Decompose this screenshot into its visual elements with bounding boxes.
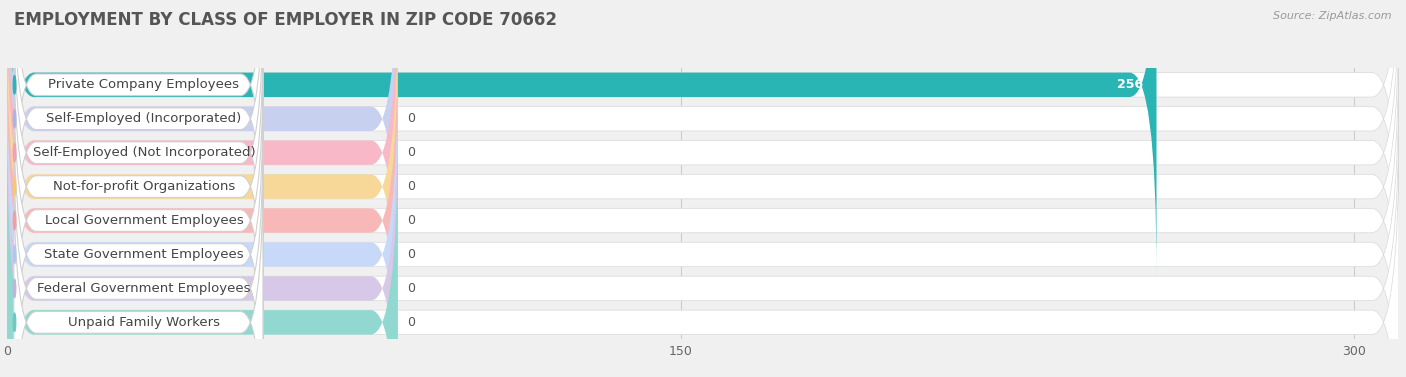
FancyBboxPatch shape — [7, 0, 398, 377]
Text: Federal Government Employees: Federal Government Employees — [37, 282, 250, 295]
Text: Local Government Employees: Local Government Employees — [45, 214, 243, 227]
Text: 0: 0 — [406, 146, 415, 159]
FancyBboxPatch shape — [7, 63, 398, 377]
Text: Not-for-profit Organizations: Not-for-profit Organizations — [53, 180, 235, 193]
Text: State Government Employees: State Government Employees — [44, 248, 243, 261]
FancyBboxPatch shape — [14, 0, 263, 311]
Text: EMPLOYMENT BY CLASS OF EMPLOYER IN ZIP CODE 70662: EMPLOYMENT BY CLASS OF EMPLOYER IN ZIP C… — [14, 11, 557, 29]
Text: 0: 0 — [406, 282, 415, 295]
FancyBboxPatch shape — [7, 0, 1157, 276]
FancyBboxPatch shape — [14, 130, 263, 377]
Circle shape — [13, 76, 15, 94]
FancyBboxPatch shape — [7, 29, 1399, 377]
Circle shape — [13, 178, 15, 196]
FancyBboxPatch shape — [14, 96, 263, 377]
FancyBboxPatch shape — [7, 131, 398, 377]
Text: Self-Employed (Not Incorporated): Self-Employed (Not Incorporated) — [32, 146, 256, 159]
Circle shape — [13, 313, 15, 331]
FancyBboxPatch shape — [14, 164, 263, 377]
Text: Private Company Employees: Private Company Employees — [48, 78, 239, 91]
Text: Source: ZipAtlas.com: Source: ZipAtlas.com — [1274, 11, 1392, 21]
FancyBboxPatch shape — [7, 63, 1399, 377]
Text: 0: 0 — [406, 180, 415, 193]
FancyBboxPatch shape — [7, 0, 1399, 310]
FancyBboxPatch shape — [7, 0, 1399, 344]
FancyBboxPatch shape — [14, 0, 263, 277]
FancyBboxPatch shape — [7, 0, 1399, 377]
FancyBboxPatch shape — [7, 97, 398, 377]
FancyBboxPatch shape — [14, 28, 263, 345]
FancyBboxPatch shape — [7, 0, 1399, 276]
Text: Self-Employed (Incorporated): Self-Employed (Incorporated) — [46, 112, 242, 125]
FancyBboxPatch shape — [7, 0, 398, 344]
FancyBboxPatch shape — [7, 131, 1399, 377]
Circle shape — [13, 279, 15, 297]
Text: 0: 0 — [406, 316, 415, 329]
Circle shape — [13, 144, 15, 162]
Text: 0: 0 — [406, 248, 415, 261]
Circle shape — [13, 110, 15, 128]
FancyBboxPatch shape — [7, 0, 398, 310]
FancyBboxPatch shape — [14, 0, 263, 244]
Circle shape — [13, 211, 15, 230]
Circle shape — [13, 245, 15, 264]
FancyBboxPatch shape — [14, 62, 263, 377]
FancyBboxPatch shape — [7, 97, 1399, 377]
Text: 256: 256 — [1116, 78, 1143, 91]
FancyBboxPatch shape — [7, 29, 398, 377]
Text: Unpaid Family Workers: Unpaid Family Workers — [67, 316, 219, 329]
Text: 0: 0 — [406, 214, 415, 227]
Text: 0: 0 — [406, 112, 415, 125]
